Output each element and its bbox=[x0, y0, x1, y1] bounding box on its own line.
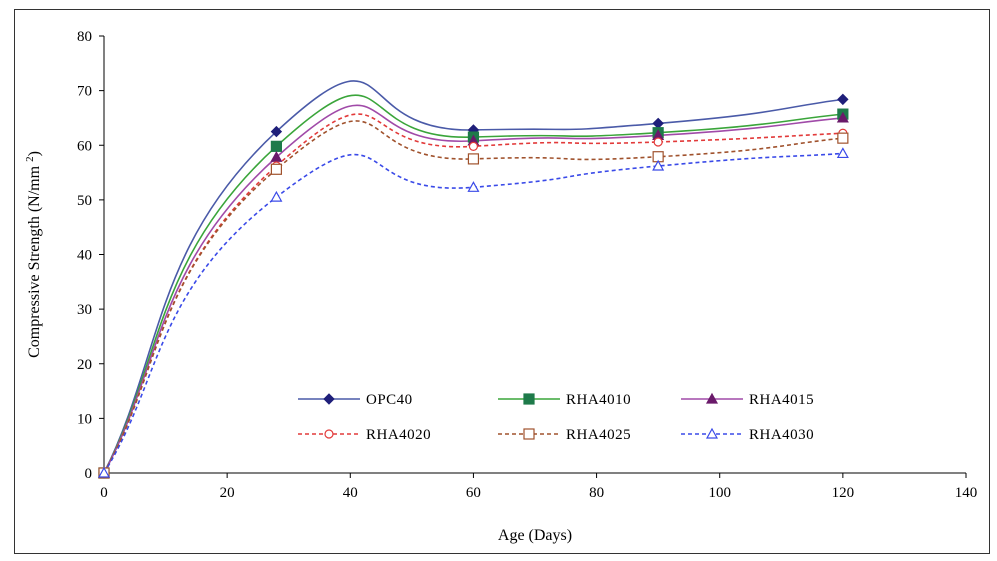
data-point-rha4030 bbox=[652, 159, 665, 171]
y-tick-label: 20 bbox=[77, 357, 92, 373]
data-point-opc40 bbox=[652, 117, 664, 130]
data-point-rha4020 bbox=[653, 137, 663, 147]
legend-marker-rha4020 bbox=[324, 429, 334, 439]
y-tick-label: 80 bbox=[77, 29, 92, 45]
data-point-rha4020 bbox=[468, 141, 479, 151]
legend: OPC40 RHA4010 RHA4015 RHA4020 RHA4025 RHA4030 bbox=[298, 392, 814, 443]
legend-label-rha4015: RHA4015 bbox=[749, 392, 814, 408]
data-point-rha4030 bbox=[270, 190, 283, 202]
x-tick-label: 140 bbox=[955, 485, 978, 501]
x-tick-label: 80 bbox=[589, 485, 604, 501]
data-point-rha4015 bbox=[836, 111, 849, 123]
data-point-rha4025 bbox=[837, 132, 849, 144]
x-tick-label: 60 bbox=[466, 485, 481, 501]
chart-plot: 0 10 20 30 40 50 60 70 80 0 20 40 60 80 100 120 140 Age (… bbox=[24, 29, 977, 544]
y-tick-label: 60 bbox=[77, 138, 92, 154]
x-tick-label: 0 bbox=[100, 485, 108, 501]
series-lines bbox=[103, 80, 843, 474]
data-point-rha4025 bbox=[270, 163, 282, 175]
y-tick-label: 70 bbox=[77, 84, 92, 100]
legend-marker-rha4010 bbox=[523, 393, 535, 405]
x-tick-label: 100 bbox=[708, 485, 731, 501]
chart-frame: 0 10 20 30 40 50 60 70 80 0 20 40 60 80 100 120 140 Age (… bbox=[14, 9, 990, 554]
x-tick-label: 20 bbox=[220, 485, 235, 501]
x-axis-title: Age (Days) bbox=[498, 527, 572, 544]
legend-marker-rha4025 bbox=[523, 428, 535, 440]
legend-marker-rha4030 bbox=[705, 427, 719, 439]
y-tick-label: 50 bbox=[77, 193, 92, 209]
series-line-rha4030 bbox=[103, 152, 843, 474]
series-line-opc40 bbox=[103, 80, 843, 474]
series-line-rha4015 bbox=[103, 104, 843, 474]
data-point-rha4010 bbox=[270, 140, 282, 152]
legend-marker-rha4015 bbox=[705, 392, 719, 404]
x-tick-label: 120 bbox=[832, 485, 855, 501]
data-point-rha4030 bbox=[467, 181, 480, 192]
series-markers bbox=[97, 93, 849, 479]
legend-label-opc40: OPC40 bbox=[366, 392, 413, 408]
legend-label-rha4020: RHA4020 bbox=[366, 427, 431, 443]
data-point-opc40 bbox=[837, 93, 849, 106]
y-tick-label: 0 bbox=[85, 466, 93, 482]
data-point-rha4025 bbox=[467, 153, 480, 165]
x-tick-label: 40 bbox=[343, 485, 358, 501]
legend-label-rha4025: RHA4025 bbox=[566, 427, 631, 443]
data-point-rha4015 bbox=[270, 151, 283, 162]
y-axis-title: Compressive Strength (N/mm 2) bbox=[24, 151, 43, 358]
series-line-rha4025 bbox=[103, 120, 843, 474]
y-tick-label: 30 bbox=[77, 302, 92, 318]
y-tick-label: 40 bbox=[77, 248, 92, 264]
legend-label-rha4010: RHA4010 bbox=[566, 392, 631, 408]
axes: 0 10 20 30 40 50 60 70 80 0 20 40 60 80 100 120 140 Age (… bbox=[24, 29, 977, 544]
series-line-rha4020 bbox=[103, 113, 843, 474]
data-point-rha4030 bbox=[97, 466, 111, 478]
data-point-opc40 bbox=[270, 125, 283, 138]
y-tick-label: 10 bbox=[77, 411, 92, 427]
legend-label-rha4030: RHA4030 bbox=[749, 427, 814, 443]
series-line-rha4010 bbox=[103, 94, 843, 474]
data-point-rha4030 bbox=[836, 147, 849, 159]
legend-marker-opc40 bbox=[323, 393, 335, 405]
